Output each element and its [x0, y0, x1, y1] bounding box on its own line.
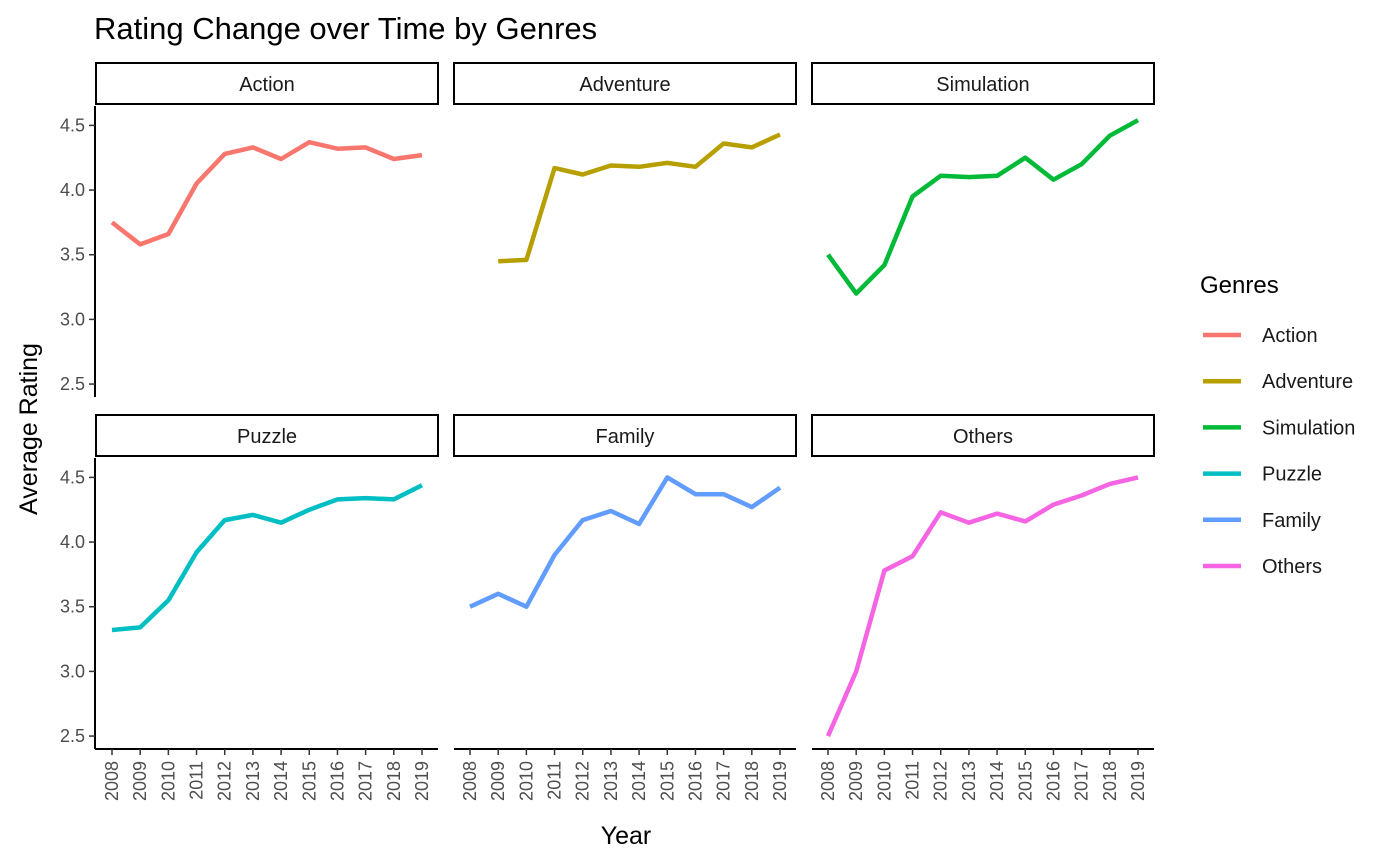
- x-tick-label: 2014: [987, 761, 1007, 801]
- legend-label-simulation: Simulation: [1262, 417, 1355, 439]
- strip-label-others: Others: [953, 426, 1013, 448]
- series-line-puzzle: [111, 483, 424, 633]
- y-tick-label: 3.5: [60, 597, 85, 617]
- x-tick-label: 2016: [327, 761, 347, 801]
- y-tick-label: 2.5: [60, 374, 85, 394]
- x-tick-label: 2012: [573, 761, 593, 801]
- x-tick-label: 2019: [412, 761, 432, 801]
- x-tick-label: 2013: [243, 761, 263, 801]
- x-tick-label: 2013: [601, 761, 621, 801]
- x-tick-label: 2009: [488, 761, 508, 801]
- x-tick-label: 2009: [130, 761, 150, 801]
- x-tick-label: 2011: [545, 761, 565, 800]
- panel-puzzle: Puzzle 2.5 3.0 3.5 4.0 4.5 2008 2009 2010 2011 201…: [60, 414, 439, 801]
- x-tick-label: 2019: [770, 761, 790, 801]
- x-tick-label: 2015: [299, 761, 319, 801]
- legend-item-simulation: Simulation: [1203, 417, 1355, 439]
- legend-label-puzzle: Puzzle: [1262, 464, 1322, 486]
- series-line-family: [469, 475, 782, 609]
- x-tick-label: 2011: [903, 761, 923, 800]
- y-axis-title: Average Rating: [15, 343, 43, 515]
- panel-others: Others 2008 2009 2010 2011 2012 2013 2014 2015 20…: [811, 414, 1155, 801]
- strip-label-adventure: Adventure: [579, 74, 670, 96]
- legend-label-family: Family: [1262, 510, 1321, 532]
- x-tick-label: 2012: [215, 761, 235, 801]
- x-tick-label: 2010: [516, 761, 536, 801]
- x-tick-label: 2017: [714, 761, 734, 801]
- y-tick-label: 2.5: [60, 726, 85, 746]
- x-tick-label: 2018: [384, 761, 404, 801]
- panel-adventure: Adventure: [453, 62, 797, 264]
- x-tick-label: 2017: [1072, 761, 1092, 801]
- x-tick-label: 2018: [742, 761, 762, 801]
- y-tick-label: 4.5: [60, 115, 85, 135]
- y-tick-label: 4.5: [60, 467, 85, 487]
- x-tick-label: 2016: [685, 761, 705, 801]
- strip-others: [811, 414, 1155, 457]
- legend-label-action: Action: [1262, 325, 1318, 347]
- x-tick-label: 2015: [657, 761, 677, 801]
- x-tick-label: 2008: [818, 761, 838, 801]
- x-tick-label: 2010: [158, 761, 178, 801]
- x-tick-label: 2009: [846, 761, 866, 801]
- legend-label-adventure: Adventure: [1262, 371, 1353, 393]
- strip-label-simulation: Simulation: [936, 74, 1029, 96]
- x-tick-label: 2017: [356, 761, 376, 801]
- series-line-others: [825, 475, 1139, 737]
- series-line-simulation: [826, 118, 1140, 296]
- x-tick-label: 2018: [1100, 761, 1120, 801]
- chart-title: Rating Change over Time by Genres: [94, 11, 597, 46]
- panel-action: Action 2.5 3.0 3.5 4.0 4.5: [60, 62, 439, 397]
- legend-title: Genres: [1200, 272, 1279, 299]
- y-tick-label: 3.0: [60, 661, 85, 681]
- x-tick-label: 2011: [187, 761, 207, 800]
- legend-item-puzzle: Puzzle: [1203, 464, 1322, 486]
- strip-family: [453, 414, 797, 457]
- y-tick-label: 3.0: [60, 309, 85, 329]
- legend: Genres Action Adventure Simulation Puzzle Fa…: [1200, 272, 1355, 578]
- x-tick-label: 2016: [1043, 761, 1063, 801]
- series-line-adventure: [498, 132, 781, 264]
- x-tick-label: 2014: [629, 761, 649, 801]
- panel-family: Family 2008 2009 2010 2011 2012 2013 2014 2015 20…: [453, 414, 797, 801]
- legend-item-action: Action: [1203, 325, 1318, 347]
- strip-action: [95, 62, 439, 105]
- y-tick-label: 3.5: [60, 245, 85, 265]
- x-tick-label: 2015: [1015, 761, 1035, 801]
- legend-label-others: Others: [1262, 556, 1322, 578]
- facet-panels: Action 2.5 3.0 3.5 4.0 4.5 Adventure Simulation…: [60, 62, 1155, 801]
- x-tick-label: 2013: [959, 761, 979, 801]
- legend-item-adventure: Adventure: [1203, 371, 1353, 393]
- x-tick-label: 2014: [271, 761, 291, 801]
- strip-simulation: [811, 62, 1155, 105]
- legend-item-family: Family: [1203, 510, 1321, 532]
- x-tick-label: 2010: [874, 761, 894, 801]
- y-tick-label: 4.0: [60, 180, 85, 200]
- x-tick-label: 2008: [460, 761, 480, 801]
- strip-puzzle: [95, 414, 439, 457]
- strip-label-puzzle: Puzzle: [237, 426, 297, 448]
- x-tick-label: 2008: [102, 761, 122, 801]
- x-tick-label: 2012: [931, 761, 951, 801]
- strip-label-action: Action: [239, 74, 295, 96]
- legend-item-others: Others: [1203, 556, 1322, 578]
- series-line-action: [110, 139, 423, 247]
- strip-label-family: Family: [596, 426, 655, 448]
- panel-simulation: Simulation: [811, 62, 1155, 296]
- x-axis-title: Year: [601, 822, 652, 850]
- x-tick-label: 2019: [1128, 761, 1148, 801]
- strip-adventure: [453, 62, 797, 105]
- y-tick-label: 4.0: [60, 532, 85, 552]
